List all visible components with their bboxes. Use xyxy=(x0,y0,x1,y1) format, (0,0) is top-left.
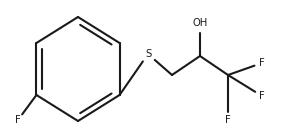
Text: F: F xyxy=(259,91,265,101)
Text: F: F xyxy=(15,115,21,125)
Text: S: S xyxy=(145,49,151,59)
Text: F: F xyxy=(225,115,231,125)
Text: OH: OH xyxy=(192,18,208,28)
Text: F: F xyxy=(259,58,265,68)
